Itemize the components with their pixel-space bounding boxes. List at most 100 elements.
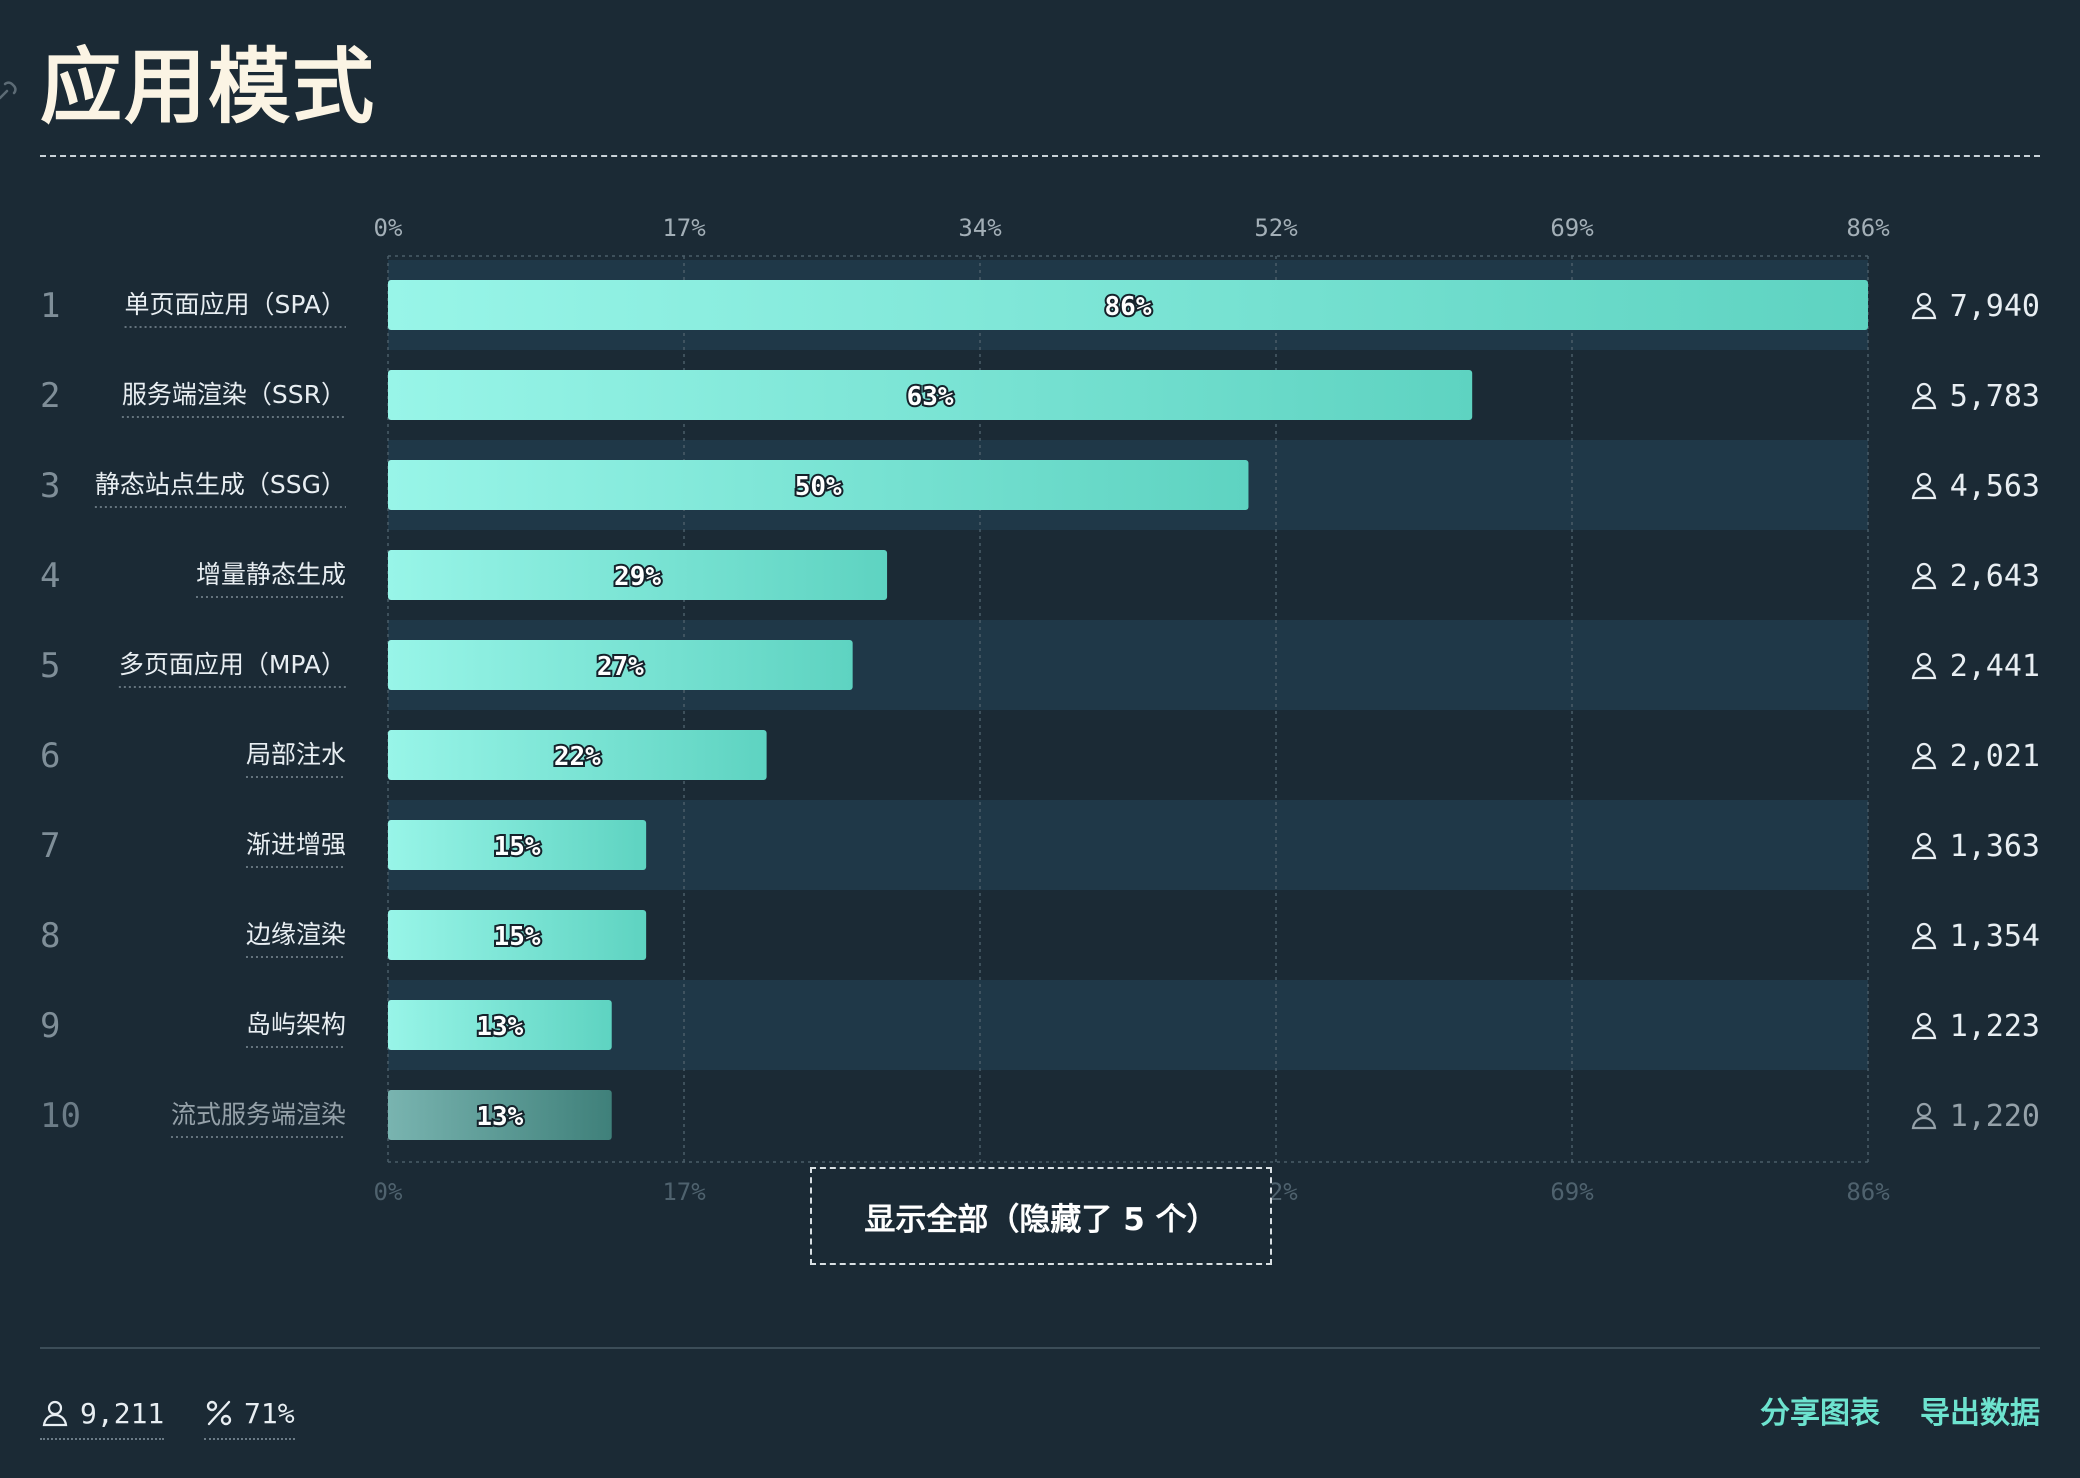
show-all-button[interactable]: 显示全部（隐藏了 5 个） (810, 1167, 1272, 1265)
page-title: 应用模式 (40, 40, 377, 135)
respondent-count: 1,220 (1950, 1099, 2040, 1134)
bar-value-label: 50% (795, 472, 842, 502)
user-icon-head (1916, 292, 1932, 308)
user-icon-body (1911, 1026, 1937, 1040)
respondent-count: 2,441 (1950, 649, 2040, 684)
user-icon (1911, 1102, 1937, 1130)
rank-number: 9 (40, 1006, 60, 1046)
user-icon (1911, 652, 1937, 680)
category-label[interactable]: 多页面应用（MPA） (119, 650, 346, 679)
link-icon[interactable] (0, 76, 22, 102)
respondent-count: 5,783 (1950, 379, 2040, 414)
user-icon (1911, 1012, 1937, 1040)
bar[interactable] (388, 370, 1473, 420)
bar[interactable] (388, 550, 888, 600)
rank-number: 3 (40, 466, 60, 506)
user-icon-body (1911, 756, 1937, 770)
bar[interactable] (388, 730, 767, 780)
percent-value: 71% (244, 1396, 295, 1430)
user-icon-head (1916, 742, 1932, 758)
bar-value-label: 63% (907, 382, 954, 412)
category-label[interactable]: 流式服务端渲染 (171, 1100, 346, 1129)
respondent-count: 1,354 (1950, 919, 2040, 954)
bar-value-label: 15% (494, 922, 541, 952)
rank-number: 4 (40, 556, 60, 596)
bar[interactable] (388, 820, 647, 870)
x-tick-label-bottom: 86% (1846, 1178, 1890, 1206)
user-icon (1911, 562, 1937, 590)
total-users-stat: 9,211 (40, 1392, 165, 1440)
user-icon (1911, 292, 1937, 320)
x-tick-label-top: 69% (1550, 214, 1594, 242)
x-tick-label-top: 86% (1846, 214, 1890, 242)
rank-number: 5 (40, 646, 60, 686)
bar-value-label: 22% (554, 742, 601, 772)
user-icon-head (1916, 832, 1932, 848)
category-label[interactable]: 局部注水 (246, 740, 346, 769)
total-users-value: 9,211 (80, 1396, 165, 1430)
rank-number: 1 (40, 286, 60, 326)
bar[interactable] (388, 460, 1249, 510)
x-tick-label-top: 17% (662, 214, 706, 242)
respondent-count: 7,940 (1950, 289, 2040, 324)
bar[interactable] (388, 280, 1868, 330)
user-icon (1911, 832, 1937, 860)
user-icon-body (1911, 396, 1937, 410)
category-label[interactable]: 增量静态生成 (196, 560, 346, 589)
category-label[interactable]: 岛屿架构 (246, 1010, 346, 1039)
user-icon-body (1911, 666, 1937, 680)
bar[interactable] (388, 1000, 612, 1050)
rank-number: 10 (40, 1096, 81, 1136)
user-icon-body (1911, 576, 1937, 590)
user-icon-body (1911, 846, 1937, 860)
footer-divider (40, 1347, 2040, 1349)
user-icon (1911, 742, 1937, 770)
rank-number: 6 (40, 736, 60, 776)
user-icon-head (1916, 382, 1932, 398)
user-icon-head (1916, 652, 1932, 668)
user-icon-head (1916, 472, 1932, 488)
user-icon-head (1916, 1102, 1932, 1118)
user-icon (42, 1400, 68, 1427)
bar-value-label: 86% (1105, 292, 1152, 322)
category-label[interactable]: 渐进增强 (246, 830, 346, 859)
bar-value-label: 13% (476, 1102, 523, 1132)
category-label[interactable]: 边缘渲染 (246, 920, 346, 949)
rank-number: 2 (40, 376, 60, 416)
user-icon-head (1916, 1012, 1932, 1028)
x-tick-label-bottom: 17% (662, 1178, 706, 1206)
user-icon-head (1916, 922, 1932, 938)
user-icon (1911, 472, 1937, 500)
bar-value-label: 27% (597, 652, 644, 682)
respondent-count: 2,021 (1950, 739, 2040, 774)
respondent-count: 4,563 (1950, 469, 2040, 504)
category-label[interactable]: 服务端渲染（SSR） (122, 380, 346, 409)
bar[interactable] (388, 910, 647, 960)
bar-value-label: 15% (494, 832, 541, 862)
bar[interactable] (388, 1090, 612, 1140)
x-tick-label-bottom: 69% (1550, 1178, 1594, 1206)
x-tick-label-bottom: 0% (374, 1178, 403, 1206)
user-icon-body (1911, 1116, 1937, 1130)
user-icon (1911, 922, 1937, 950)
bar-chart: 0%0%17%17%34%34%52%52%69%69%86%86% 1单页面应… (40, 214, 2040, 1206)
bar-value-label: 29% (614, 562, 661, 592)
category-label[interactable]: 单页面应用（SPA） (125, 290, 346, 319)
respondent-count: 2,643 (1950, 559, 2040, 594)
share-chart-link[interactable]: 分享图表 (1760, 1396, 1880, 1431)
x-tick-label-top: 52% (1254, 214, 1298, 242)
respondent-count: 1,223 (1950, 1009, 2040, 1044)
row-background (388, 980, 1868, 1070)
x-tick-label-top: 0% (374, 214, 403, 242)
category-label[interactable]: 静态站点生成（SSG） (95, 470, 346, 499)
rank-number: 8 (40, 916, 60, 956)
percent-stat: 71% (204, 1392, 295, 1440)
bar-value-label: 13% (476, 1012, 523, 1042)
export-data-link[interactable]: 导出数据 (1920, 1396, 2040, 1431)
user-icon-body (1911, 486, 1937, 500)
rank-number: 7 (40, 826, 60, 866)
respondent-count: 1,363 (1950, 829, 2040, 864)
user-icon-body (1911, 936, 1937, 950)
bar[interactable] (388, 640, 853, 690)
